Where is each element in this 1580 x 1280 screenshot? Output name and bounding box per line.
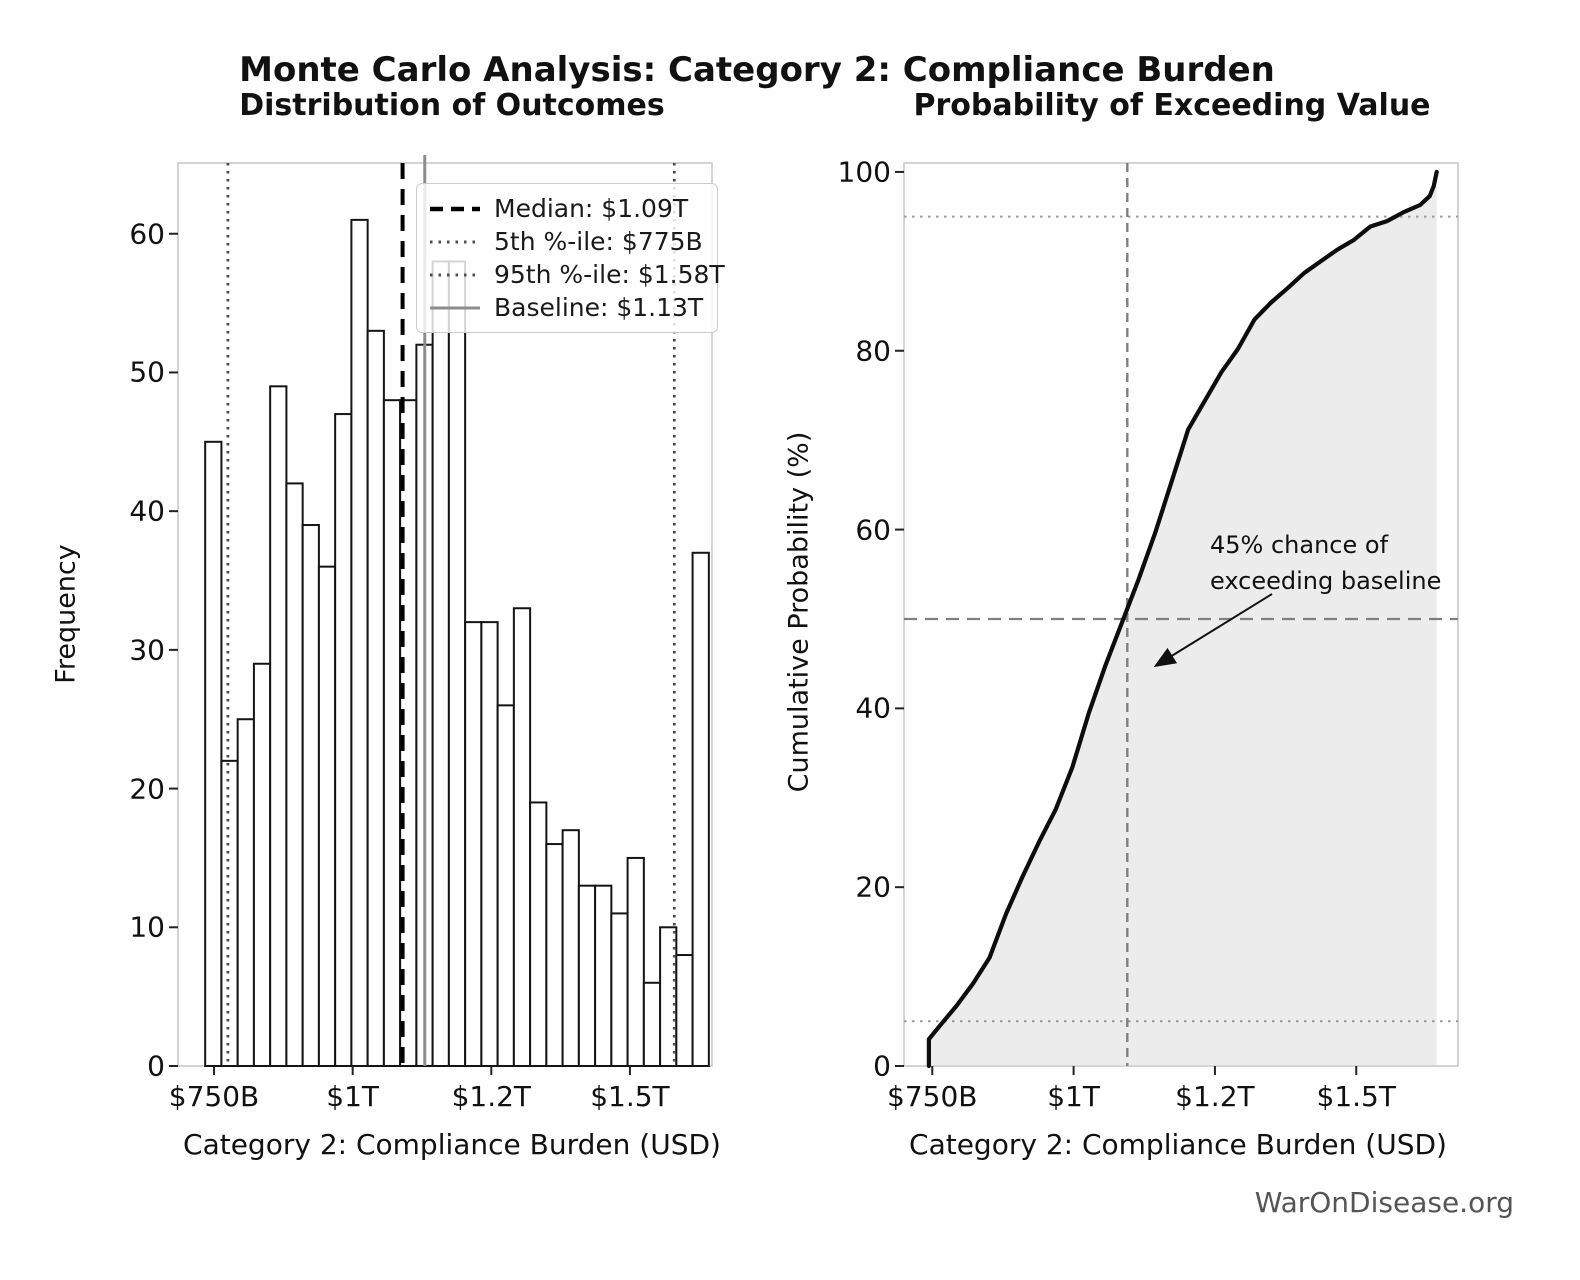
histogram-y-tick-label: 10 — [129, 910, 165, 944]
histogram-bar — [220, 759, 239, 1067]
annotation-line-1: 45% chance of — [1210, 531, 1389, 559]
annotation-line-2: exceeding baseline — [1210, 567, 1442, 595]
histogram-bar — [675, 954, 694, 1068]
legend-item-label: 5th %-ile: $775B — [494, 227, 703, 256]
histogram-bar — [594, 884, 613, 1068]
cdf-annotation: 45% chance of exceeding baseline — [1210, 527, 1441, 599]
histogram-bar — [301, 524, 320, 1067]
histogram-bar — [512, 607, 532, 1067]
cdf-y-tick-label: 100 — [837, 155, 891, 189]
cdf-y-tick-label: 40 — [855, 691, 891, 725]
legend-item: Median: $1.09T — [430, 194, 711, 223]
histogram-bar — [382, 399, 402, 1067]
histogram-x-tick-label: $1.5T — [590, 1080, 670, 1113]
histogram-bar — [529, 801, 548, 1067]
histogram-y-tick-label: 40 — [129, 494, 165, 528]
histogram-x-tick-label: $1T — [326, 1080, 380, 1113]
cdf-y-tick-label: 80 — [855, 334, 891, 368]
histogram-y-tick-label: 30 — [129, 633, 165, 667]
cdf-y-tick-label: 0 — [873, 1049, 891, 1083]
histogram-bar — [577, 884, 597, 1068]
cdf-x-tick-label: $750B — [887, 1080, 978, 1113]
histogram-bar — [334, 413, 353, 1067]
histogram-y-tick-label: 50 — [129, 355, 165, 389]
histogram-bar — [545, 843, 564, 1067]
histogram-x-tick-label: $1.2T — [451, 1080, 532, 1113]
histogram-bar — [642, 981, 662, 1067]
watermark: WarOnDisease.org — [1254, 1186, 1514, 1219]
histogram-bar — [204, 440, 223, 1067]
histogram-x-tick-label: $750B — [168, 1080, 260, 1113]
histogram-bar — [366, 329, 385, 1068]
histogram-y-tick-label: 60 — [129, 217, 165, 251]
histogram-bar — [447, 260, 467, 1067]
histogram-title: Distribution of Outcomes — [239, 88, 665, 123]
histogram-bar — [691, 551, 710, 1067]
histogram-x-axis-label: Category 2: Compliance Burden (USD) — [183, 1128, 721, 1161]
cdf-y-axis-label: Cumulative Probability (%) — [783, 431, 815, 793]
histogram-legend: Median: $1.09T 5th %-ile: $775B 95th %-ile… — [416, 183, 725, 333]
histogram-bar — [431, 260, 450, 1067]
cdf-x-tick-label: $1.5T — [1316, 1080, 1396, 1113]
histogram-bar — [285, 482, 304, 1067]
histogram-y-axis-label: Frequency — [50, 544, 82, 684]
cdf-curve — [926, 169, 1439, 1069]
legend-line-sample — [430, 206, 480, 211]
histogram-bar — [561, 829, 580, 1067]
legend-item-label: 95th %-ile: $1.58T — [494, 260, 725, 289]
cdf-title: Probability of Exceeding Value — [913, 88, 1431, 123]
cdf-x-axis-label: Category 2: Compliance Burden (USD) — [909, 1128, 1447, 1161]
histogram-bar — [236, 718, 255, 1068]
legend-line-sample — [430, 273, 480, 276]
histogram-bar — [350, 218, 369, 1067]
legend-line-sample — [430, 306, 480, 309]
legend-item-label: Median: $1.09T — [494, 194, 689, 223]
histogram-y-tick-label: 0 — [147, 1049, 165, 1083]
legend-item-label: Baseline: $1.13T — [494, 293, 704, 322]
histogram-bar — [269, 385, 288, 1067]
histogram-bar — [464, 621, 483, 1067]
legend-item: 5th %-ile: $775B — [430, 227, 711, 256]
histogram-bar — [317, 565, 337, 1067]
cdf-x-tick-label: $1T — [1047, 1080, 1100, 1113]
legend-item: Baseline: $1.13T — [430, 293, 711, 322]
legend-line-sample — [430, 240, 480, 243]
cdf-x-tick-label: $1.2T — [1175, 1080, 1255, 1113]
legend-item: 95th %-ile: $1.58T — [430, 260, 725, 289]
histogram-bar — [496, 704, 515, 1068]
cdf-y-tick-label: 20 — [855, 870, 891, 904]
figure-title: Monte Carlo Analysis: Category 2: Compli… — [239, 50, 1275, 90]
histogram-bar — [610, 912, 629, 1068]
histogram-bar — [480, 621, 499, 1067]
histogram-bar — [252, 662, 272, 1067]
histogram-bar — [626, 856, 645, 1067]
histogram-y-tick-label: 20 — [129, 772, 165, 806]
histogram-bar — [399, 399, 418, 1067]
annotation-arrow — [1153, 593, 1273, 668]
cdf-y-tick-label: 60 — [855, 513, 891, 547]
